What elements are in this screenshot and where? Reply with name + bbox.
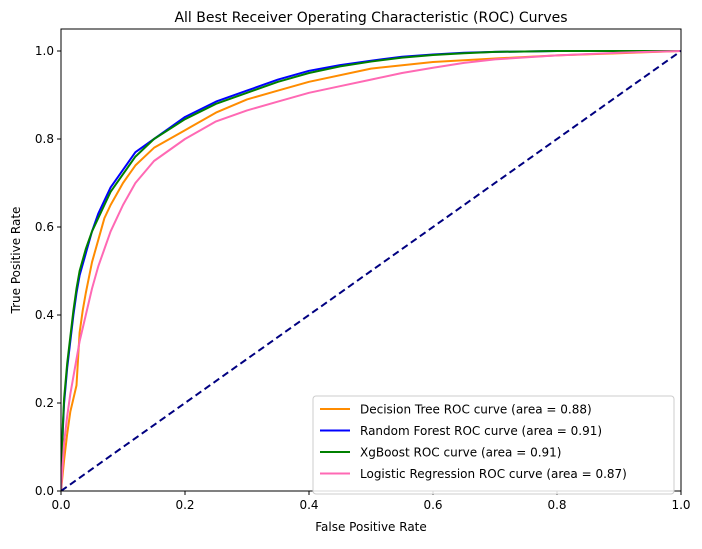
axis-ticks: 0.0 0.2 0.4 0.6 0.8 1.0 0.0 0.2 0.4 0.6 0.8 1.0 [35,44,691,512]
y-tick-label: 0.6 [35,220,54,234]
y-tick-label: 0.2 [35,396,54,410]
legend-label: Random Forest ROC curve (area = 0.91) [360,424,602,438]
legend: Decision Tree ROC curve (area = 0.88) Ran… [312,395,675,495]
x-tick-label: 0.8 [547,498,566,512]
legend-label: Decision Tree ROC curve (area = 0.88) [360,403,592,417]
chart-title: All Best Receiver Operating Characterist… [174,10,567,26]
y-tick-label: 0.8 [35,132,54,146]
x-axis-label: False Positive Rate [315,520,427,534]
y-tick-label: 0.0 [35,484,54,498]
series-line-3 [61,50,681,491]
series-line-0 [61,50,681,491]
legend-label: XgBoost ROC curve (area = 0.91) [360,446,561,460]
y-tick-label: 1.0 [35,44,54,58]
legend-box [312,395,675,495]
x-tick-label: 0.6 [423,498,442,512]
x-tick-label: 0.0 [51,498,70,512]
series-line-2 [61,50,681,491]
legend-label: Logistic Regression ROC curve (area = 0.… [360,467,627,481]
chance-diagonal-line [61,50,681,491]
y-tick-label: 0.4 [35,308,54,322]
y-axis-label: True Positive Rate [9,207,23,315]
x-tick-label: 1.0 [671,498,690,512]
x-tick-label: 0.2 [175,498,194,512]
x-tick-label: 0.4 [299,498,318,512]
